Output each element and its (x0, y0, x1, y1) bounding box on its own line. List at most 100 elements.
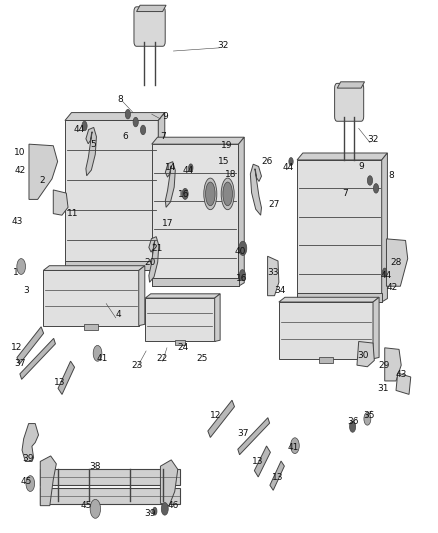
Text: 7: 7 (342, 189, 348, 198)
Text: 29: 29 (378, 361, 389, 370)
Polygon shape (279, 302, 373, 359)
Polygon shape (297, 153, 388, 160)
Text: 44: 44 (182, 166, 194, 175)
Polygon shape (20, 338, 56, 379)
Text: 22: 22 (156, 354, 167, 364)
Polygon shape (29, 144, 58, 199)
Text: 44: 44 (74, 125, 85, 134)
Text: 13: 13 (252, 457, 264, 466)
Polygon shape (268, 256, 279, 296)
Polygon shape (152, 144, 239, 286)
Text: 21: 21 (152, 244, 163, 253)
Text: 6: 6 (123, 132, 129, 141)
Polygon shape (160, 460, 178, 506)
Text: 5: 5 (90, 140, 96, 149)
Bar (84, 324, 98, 330)
Text: 37: 37 (237, 429, 249, 438)
Text: 16: 16 (178, 190, 189, 199)
Text: 8: 8 (388, 171, 394, 180)
Polygon shape (239, 137, 244, 286)
Text: 23: 23 (131, 361, 142, 370)
Polygon shape (17, 327, 44, 364)
Text: 30: 30 (357, 351, 369, 360)
Polygon shape (43, 270, 139, 326)
Polygon shape (139, 266, 145, 326)
Polygon shape (279, 297, 379, 302)
Polygon shape (58, 361, 74, 394)
Text: 1: 1 (13, 268, 19, 277)
Text: 12: 12 (210, 411, 221, 420)
Text: 10: 10 (14, 148, 25, 157)
Text: 44: 44 (380, 271, 392, 280)
Polygon shape (381, 153, 388, 302)
Text: 9: 9 (162, 112, 168, 121)
Text: 12: 12 (11, 343, 22, 352)
Circle shape (125, 109, 131, 119)
Circle shape (382, 268, 387, 276)
Polygon shape (385, 348, 401, 381)
Circle shape (289, 158, 293, 165)
Circle shape (364, 413, 371, 425)
Text: 45: 45 (81, 501, 92, 510)
Text: 19: 19 (221, 141, 233, 150)
Polygon shape (152, 137, 244, 144)
Polygon shape (270, 461, 284, 490)
Text: 28: 28 (390, 258, 402, 267)
Text: 45: 45 (21, 478, 32, 487)
Polygon shape (53, 190, 68, 215)
Text: 43: 43 (396, 370, 407, 379)
Bar (175, 340, 185, 345)
Polygon shape (386, 239, 408, 286)
Text: 41: 41 (288, 443, 299, 452)
Circle shape (239, 241, 247, 255)
Text: 3: 3 (23, 286, 29, 295)
Text: 11: 11 (67, 209, 78, 218)
Circle shape (240, 270, 245, 281)
Ellipse shape (204, 178, 217, 209)
Circle shape (90, 499, 101, 518)
Text: 41: 41 (96, 354, 108, 364)
Text: 4: 4 (116, 310, 121, 319)
Text: 33: 33 (268, 268, 279, 277)
Polygon shape (43, 266, 145, 270)
Text: 37: 37 (14, 359, 26, 368)
Circle shape (161, 503, 168, 515)
Circle shape (152, 507, 157, 515)
Circle shape (133, 117, 138, 127)
Polygon shape (40, 456, 57, 506)
Text: 39: 39 (145, 509, 156, 518)
Text: 16: 16 (236, 274, 247, 283)
Polygon shape (215, 294, 220, 342)
Bar (319, 357, 333, 363)
Polygon shape (337, 82, 364, 88)
Polygon shape (137, 5, 166, 12)
Text: 26: 26 (261, 157, 272, 166)
Polygon shape (40, 470, 180, 485)
Text: 42: 42 (387, 284, 398, 292)
Text: 38: 38 (90, 462, 101, 471)
Polygon shape (254, 446, 270, 477)
Polygon shape (165, 161, 175, 207)
Text: 14: 14 (165, 163, 176, 172)
Polygon shape (152, 278, 239, 286)
Polygon shape (145, 298, 215, 342)
Text: 8: 8 (117, 95, 123, 104)
Text: 43: 43 (11, 217, 23, 226)
Circle shape (141, 125, 146, 135)
Circle shape (82, 122, 87, 131)
Text: 15: 15 (218, 157, 229, 166)
Text: 46: 46 (168, 501, 179, 510)
Circle shape (182, 188, 188, 199)
Polygon shape (238, 418, 270, 455)
Polygon shape (373, 297, 379, 359)
Circle shape (350, 421, 356, 432)
Text: 34: 34 (274, 286, 286, 295)
Ellipse shape (223, 182, 233, 206)
Text: 2: 2 (39, 176, 45, 185)
Polygon shape (396, 373, 411, 394)
Text: 24: 24 (178, 343, 189, 352)
Polygon shape (158, 112, 165, 270)
Circle shape (26, 475, 35, 491)
Text: 17: 17 (162, 219, 173, 228)
Text: 13: 13 (272, 473, 283, 482)
